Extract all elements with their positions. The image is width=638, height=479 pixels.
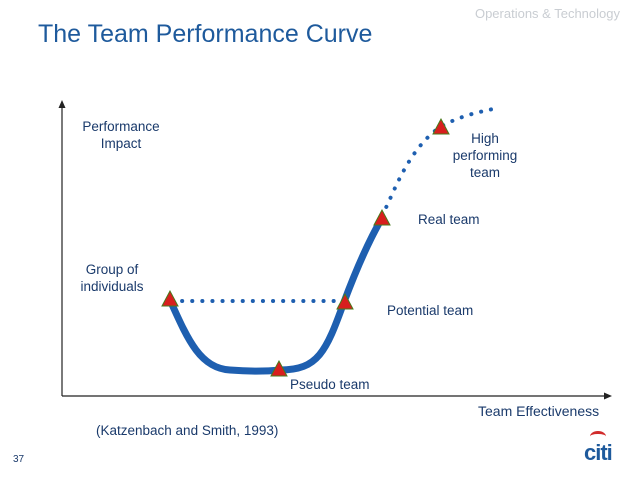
label-real-team: Real team bbox=[418, 212, 480, 227]
citi-logo: citi bbox=[584, 440, 613, 465]
marker-high-performing-team bbox=[432, 117, 450, 135]
label-group-of-individuals: Group of individuals bbox=[80, 262, 144, 294]
header-tag: Operations & Technology bbox=[474, 6, 620, 21]
marker-potential-team bbox=[336, 292, 354, 310]
x-axis-label: Team Effectiveness bbox=[478, 403, 600, 419]
y-axis-arrow bbox=[58, 100, 66, 108]
marker-pseudo-team bbox=[270, 359, 288, 377]
label-pseudo-team: Pseudo team bbox=[290, 377, 370, 392]
label-potential-team: Potential team bbox=[387, 303, 474, 318]
marker-real-team bbox=[373, 208, 391, 226]
page-number: 37 bbox=[13, 454, 25, 465]
slide-title: The Team Performance Curve bbox=[38, 20, 373, 48]
solid-performance-curve bbox=[166, 214, 386, 375]
marker-group-of-individuals bbox=[161, 289, 179, 307]
label-high-performing-team: High performing team bbox=[452, 131, 518, 180]
logo-arc-icon bbox=[590, 431, 606, 442]
x-axis-arrow bbox=[604, 392, 612, 400]
citation: (Katzenbach and Smith, 1993) bbox=[96, 423, 279, 438]
y-axis-label: Performance Impact bbox=[82, 119, 160, 151]
